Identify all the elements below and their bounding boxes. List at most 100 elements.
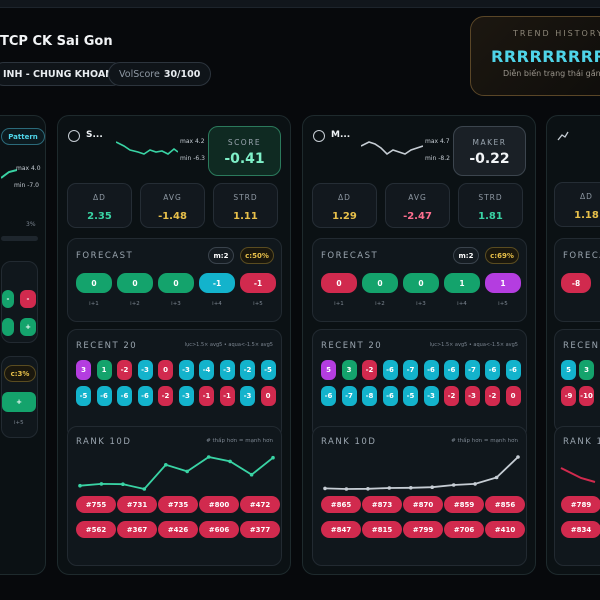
recent-box: RECENT 20 lục>1.5× avg5 • aqua<-1.5× avg5…	[312, 329, 527, 439]
forecast-pred[interactable]: 0	[321, 273, 357, 293]
panel-name[interactable]: M...	[331, 130, 351, 140]
recent-title: RECENT 20	[76, 341, 138, 351]
recent-cell: 3	[76, 360, 91, 380]
forecast-pred[interactable]: 0	[362, 273, 398, 293]
left-btn-3[interactable]	[2, 318, 14, 336]
forecast-pred[interactable]: -1	[199, 273, 235, 293]
trend-value: RRRRRRRRR	[491, 47, 600, 66]
rank-badge: #865	[321, 496, 361, 513]
rank-point	[228, 459, 232, 464]
recent-note: lục>1.5× avg5 • aqua<-1.5× avg5	[184, 342, 273, 348]
rank-badge: #367	[117, 521, 157, 538]
left-c-chip: c:3%	[4, 365, 36, 382]
recent-cell: -3	[423, 386, 439, 406]
forecast-pred[interactable]: 0	[158, 273, 194, 293]
stat-avg: AVG -2.47	[385, 183, 450, 228]
right-recent-1: 5	[561, 360, 576, 380]
right-recent-3: -9	[561, 386, 576, 406]
recent-note: lục>1.5× avg5 • aqua<-1.5× avg5	[429, 342, 518, 348]
right-forecast-box: FORECA -8	[554, 238, 600, 322]
recent-cell: -5	[76, 386, 91, 406]
rank-point	[164, 463, 168, 467]
c-chip: c:50%	[240, 247, 274, 264]
score-label: SCORE	[227, 138, 262, 147]
forecast-pred[interactable]: 0	[76, 273, 112, 293]
rank-point	[494, 475, 499, 480]
stat-label: AVG	[163, 193, 182, 202]
recent-cell: -6	[382, 360, 398, 380]
forecast-pred[interactable]: -1	[240, 273, 276, 293]
waves-icon	[313, 130, 325, 142]
forecast-step: i+5	[498, 301, 508, 307]
recent-cell: -3	[178, 386, 194, 406]
rank-badge: #426	[158, 521, 198, 538]
m-chip: m:2	[208, 247, 234, 264]
rank-point	[516, 455, 520, 459]
recent-cell: -6	[423, 360, 439, 380]
recent-cell: 0	[260, 386, 276, 406]
left-btn-4[interactable]: +	[20, 318, 36, 336]
recent-cell: -3	[464, 386, 480, 406]
recent-cell: -6	[137, 386, 153, 406]
stat-label: ΔD	[338, 193, 351, 202]
trend-history-card[interactable]: TREND HISTORY RRRRRRRRR Diễn biến trạng …	[470, 16, 600, 96]
volscore-label: VolScore	[119, 68, 160, 80]
rank-point	[430, 485, 434, 489]
rank-badge: #870	[403, 496, 443, 513]
right-pred-first[interactable]: -8	[561, 273, 591, 293]
right-rank-title: RANK 10	[563, 437, 600, 447]
left-plus-button[interactable]: +	[2, 392, 36, 412]
min-label: min -8.2	[425, 155, 450, 162]
rank-badge: #377	[240, 521, 280, 538]
sparkline	[361, 141, 423, 156]
forecast-step: i+4	[457, 301, 467, 307]
rank-point	[142, 487, 147, 491]
forecast-pred[interactable]: 0	[403, 273, 439, 293]
rank-point	[271, 455, 275, 460]
forecast-pred[interactable]: 1	[444, 273, 480, 293]
left-min: min -7.0	[14, 182, 39, 189]
rank-badge: #847	[321, 521, 361, 538]
trend-title: TREND HISTORY	[513, 29, 600, 38]
recent-cell: 3	[341, 360, 357, 380]
left-btn-1[interactable]: -	[2, 290, 14, 308]
recent-cell: -6	[117, 386, 132, 406]
pattern-chip[interactable]: Pattern	[1, 128, 45, 145]
forecast-pred[interactable]: 0	[117, 273, 153, 293]
rank-point	[121, 482, 125, 486]
forecast-step: i+2	[375, 301, 385, 307]
recent-cell: -6	[321, 386, 336, 406]
left-btn-2[interactable]: -	[20, 290, 36, 308]
stat-value: 2.35	[87, 211, 112, 222]
stat-delta-d: ΔD 2.35	[67, 183, 132, 228]
forecast-box: FORECAST m:2 c:69% 0 i+1 0 i+2 0 i+3 1 i+4 1 i+5	[312, 238, 527, 322]
recent-cell: -1	[199, 386, 214, 406]
sector-pill: INH - CHUNG KHOAN	[0, 62, 125, 86]
rank-point	[344, 487, 349, 491]
left-max: max 4.0	[16, 165, 41, 172]
recent-cell: -3	[240, 386, 255, 406]
stat-delta-d: ΔD 1.29	[312, 183, 377, 228]
rank-badge: #562	[76, 521, 116, 538]
stat-value: -1.48	[158, 211, 187, 222]
right-delta-label: ΔD	[580, 192, 593, 201]
rank-line-chart	[78, 455, 275, 491]
panel-name[interactable]: S...	[86, 130, 103, 140]
forecast-step: i+3	[171, 301, 181, 307]
stock-panel-score: S... max 4.2 min -6.3 SCORE -0.41 ΔD 2.35 AVG -1…	[57, 115, 291, 575]
recent-cell: -3	[137, 360, 153, 380]
rank-badge: #735	[158, 496, 198, 513]
rank-badge: #815	[362, 521, 402, 538]
recent-cell: -8	[362, 386, 377, 406]
forecast-pred[interactable]: 1	[485, 273, 521, 293]
rank-badge: #755	[76, 496, 116, 513]
rank-title: RANK 10D	[76, 437, 132, 447]
c-chip: c:69%	[485, 247, 519, 264]
recent-cell: 0	[505, 386, 521, 406]
rank-point	[185, 469, 189, 474]
recent-cell: 0	[158, 360, 173, 380]
volscore-pill: VolScore 30/100	[108, 62, 212, 86]
stat-value: 1.11	[233, 211, 258, 222]
volscore-value: 30/100	[163, 68, 201, 80]
stat-label: AVG	[408, 193, 427, 202]
